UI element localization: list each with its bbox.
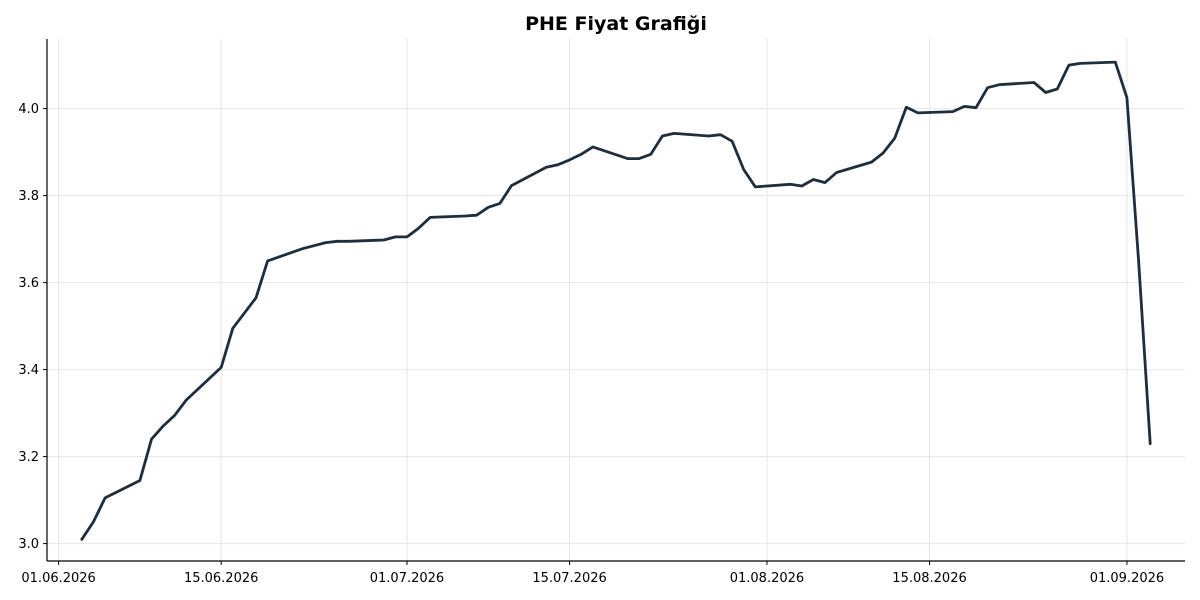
series-layer [80,60,1152,541]
x-tick-label: 01.09.2026 [1090,571,1164,586]
y-tick-label: 3.0 [18,537,39,552]
x-tick-label: 15.07.2026 [532,571,606,586]
y-tick-label: 3.2 [18,450,39,465]
series-line [80,60,1152,541]
axis-layer [46,39,1185,562]
y-tick-label: 3.4 [18,363,39,378]
grid-layer [47,39,1185,561]
y-tick-label: 3.8 [18,189,39,204]
chart-title: PHE Fiyat Grafiği [525,13,707,35]
x-tick-label: 01.08.2026 [730,571,804,586]
x-tick-label: 15.08.2026 [892,571,966,586]
y-tick-label: 4.0 [18,102,39,117]
y-tick-label: 3.6 [18,276,39,291]
x-tick-label: 01.07.2026 [370,571,444,586]
x-tick-label: 15.06.2026 [184,571,258,586]
x-tick-label: 01.06.2026 [21,571,95,586]
tick-layer: 3.0 3.2 3.4 3.6 3.8 4.0 01.06.2026 15.06.2026 01… [18,102,1164,586]
